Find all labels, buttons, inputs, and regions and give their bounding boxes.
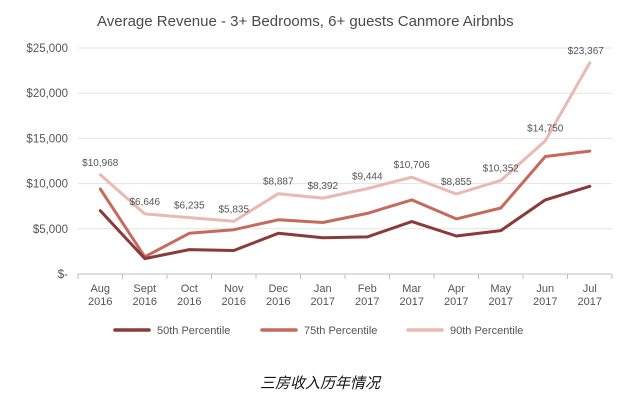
x-tick-label: 2016 — [222, 296, 246, 308]
x-tick-label: 2016 — [133, 296, 157, 308]
x-tick-label: Nov — [224, 283, 244, 295]
data-label: $6,646 — [129, 197, 160, 208]
revenue-line-chart: Average Revenue - 3+ Bedrooms, 6+ guests… — [26, 13, 613, 337]
x-tick-label: 2017 — [355, 296, 379, 308]
data-labels: $10,968 $6,646 $6,235 $5,835 $8,887 $8,392 $9,… — [82, 46, 604, 215]
x-tick-label: 2017 — [444, 296, 468, 308]
y-tick-label: $15,000 — [26, 133, 68, 145]
x-tick-label: 2016 — [88, 296, 112, 308]
x-tick-label: 2017 — [578, 296, 602, 308]
legend: 50th Percentile 75th Percentile 90th Perce… — [113, 325, 523, 337]
gridlines — [77, 47, 613, 279]
x-tick-label: Jan — [314, 283, 332, 295]
data-label: $14,750 — [527, 124, 564, 135]
legend-label: 75th Percentile — [304, 325, 377, 337]
data-label: $5,835 — [218, 204, 249, 215]
y-axis-ticks: $- $5,000 $10,000 $15,000 $20,000 $25,000 — [26, 43, 68, 281]
data-label: $10,968 — [82, 158, 119, 169]
y-tick-label: $- — [58, 269, 68, 281]
y-tick-label: $25,000 — [26, 43, 68, 55]
chart-title: Average Revenue - 3+ Bedrooms, 6+ guests… — [97, 13, 514, 30]
x-tick-label: 2017 — [400, 296, 424, 308]
x-tick-label: 2017 — [489, 296, 513, 308]
x-tick-label: 2017 — [311, 296, 335, 308]
series-line — [98, 61, 592, 223]
x-tick-label: Feb — [358, 283, 377, 295]
y-tick-label: $20,000 — [26, 88, 68, 100]
x-tick-label: Oct — [181, 283, 198, 295]
x-tick-label: 2016 — [266, 296, 290, 308]
x-tick-label: Apr — [448, 283, 465, 295]
x-tick-label: Jul — [583, 283, 597, 295]
series-line — [98, 184, 592, 261]
data-label: $8,392 — [307, 181, 338, 192]
data-label: $10,352 — [483, 163, 520, 174]
x-axis-ticks: Aug2016Sept2016Oct2016Nov2016Dec2016Jan2… — [88, 283, 602, 308]
data-label: $8,855 — [441, 177, 472, 188]
x-tick-label: Jun — [536, 283, 554, 295]
x-tick-label: Mar — [402, 283, 421, 295]
x-tick-label: 2017 — [533, 296, 557, 308]
x-tick-label: Aug — [90, 283, 110, 295]
data-label: $9,444 — [352, 172, 383, 183]
y-tick-label: $5,000 — [33, 224, 68, 236]
image-caption: 三房收入历年情况 — [259, 374, 380, 392]
legend-label: 50th Percentile — [157, 325, 230, 337]
legend-label: 90th Percentile — [450, 325, 523, 337]
series-lines — [98, 61, 592, 261]
x-tick-label: Sept — [133, 283, 156, 295]
y-tick-label: $10,000 — [26, 179, 68, 191]
data-label: $23,367 — [568, 46, 605, 57]
x-tick-label: May — [490, 283, 511, 295]
x-tick-label: 2016 — [177, 296, 201, 308]
x-tick-label: Dec — [268, 283, 288, 295]
data-label: $10,706 — [394, 160, 431, 171]
series-line — [98, 149, 592, 259]
data-label: $8,887 — [263, 177, 294, 188]
data-label: $6,235 — [174, 201, 205, 212]
